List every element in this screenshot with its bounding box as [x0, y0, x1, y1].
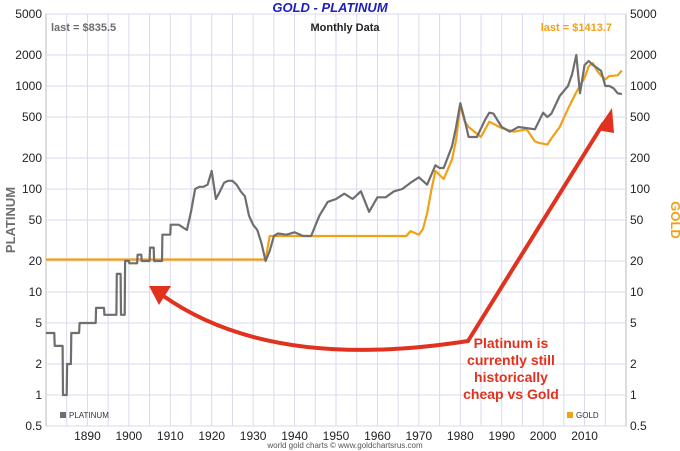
y-tick-label-right: 10 [630, 285, 644, 299]
chart-subtitle: Monthly Data [310, 22, 380, 34]
annotation-line-1: Platinum is [474, 335, 549, 351]
annotation-arrows [149, 108, 614, 352]
legend-swatch-platinum [60, 412, 66, 418]
y-tick-label-right: 200 [630, 151, 650, 165]
y-axis-title-left: PLATINUM [3, 187, 18, 253]
grid [46, 13, 626, 427]
x-tick-label: 1940 [281, 429, 308, 443]
y-tick-label-right: 20 [630, 254, 644, 268]
x-tick-label: 2010 [571, 429, 598, 443]
last-platinum-label: last = $835.5 [51, 22, 116, 34]
arrow-head-left [149, 286, 171, 305]
legend-swatch-gold [567, 412, 573, 418]
y-tick-label-left: 200 [22, 151, 42, 165]
chart-title: GOLD - PLATINUM [272, 0, 388, 15]
y-ticks-right: 0.5 1 2 5 10 20 50 100 200 500 1000 2000 5000 [630, 7, 657, 433]
y-tick-label-left: 500 [22, 110, 42, 124]
y-tick-label-left: 0.5 [25, 419, 42, 433]
legend-gold: GOLD [567, 411, 599, 420]
annotation-text: Platinum is currently still historically… [463, 335, 559, 402]
x-tick-label: 1970 [406, 429, 433, 443]
y-tick-label-left: 1000 [15, 79, 42, 93]
y-tick-label-right: 2000 [630, 48, 657, 62]
y-tick-label-left: 100 [22, 182, 42, 196]
annotation-line-4: cheap vs Gold [463, 386, 559, 402]
arrow-curve-left [160, 293, 470, 352]
x-tick-label: 1890 [74, 429, 101, 443]
y-tick-label-right: 1 [630, 388, 637, 402]
y-tick-label-right: 500 [630, 110, 650, 124]
legend-label-platinum: PLATINUM [69, 411, 109, 420]
y-tick-label-left: 5000 [15, 7, 42, 21]
y-tick-label-right: 50 [630, 213, 644, 227]
x-tick-label: 1910 [157, 429, 184, 443]
series-line-platinum [46, 53, 623, 397]
legend-label-gold: GOLD [576, 411, 599, 420]
y-tick-label-left: 2000 [15, 48, 42, 62]
y-tick-label-right: 5000 [630, 7, 657, 21]
arrow-line-right [466, 122, 605, 343]
y-tick-label-right: 2 [630, 357, 637, 371]
x-tick-label: 1930 [240, 429, 267, 443]
x-tick-label: 2000 [530, 429, 557, 443]
y-axis-title-right: GOLD [668, 201, 680, 239]
y-tick-label-left: 20 [29, 254, 43, 268]
x-tick-label: 1960 [364, 429, 391, 443]
y-tick-label-right: 0.5 [630, 419, 647, 433]
y-tick-label-left: 5 [35, 316, 42, 330]
y-tick-label-left: 2 [35, 357, 42, 371]
y-tick-label-right: 1000 [630, 79, 657, 93]
annotation-line-3: historically [474, 369, 548, 385]
annotation-line-2: currently still [467, 352, 555, 368]
y-tick-label-right: 5 [630, 316, 637, 330]
y-tick-label-right: 100 [630, 182, 650, 196]
arrow-head-right [597, 108, 614, 133]
legend-platinum: PLATINUM [60, 411, 109, 420]
y-ticks-left: 0.5 1 2 5 10 20 50 100 200 500 1000 2000 5000 [15, 7, 42, 433]
y-tick-label-left: 10 [29, 285, 43, 299]
last-gold-label: last = $1413.7 [541, 22, 612, 34]
y-tick-label-left: 1 [35, 388, 42, 402]
y-tick-label-left: 50 [29, 213, 43, 227]
x-ticks: 1890 1900 1910 1920 1930 1940 1950 1960 1970 1980… [74, 429, 598, 443]
x-tick-label: 1950 [323, 429, 350, 443]
x-tick-label: 1900 [116, 429, 143, 443]
credit-text: world gold charts © www.goldchartsrus.co… [266, 441, 423, 450]
series-group [46, 53, 623, 397]
x-tick-label: 1990 [488, 429, 515, 443]
x-tick-label: 1980 [447, 429, 474, 443]
x-tick-label: 1920 [198, 429, 225, 443]
